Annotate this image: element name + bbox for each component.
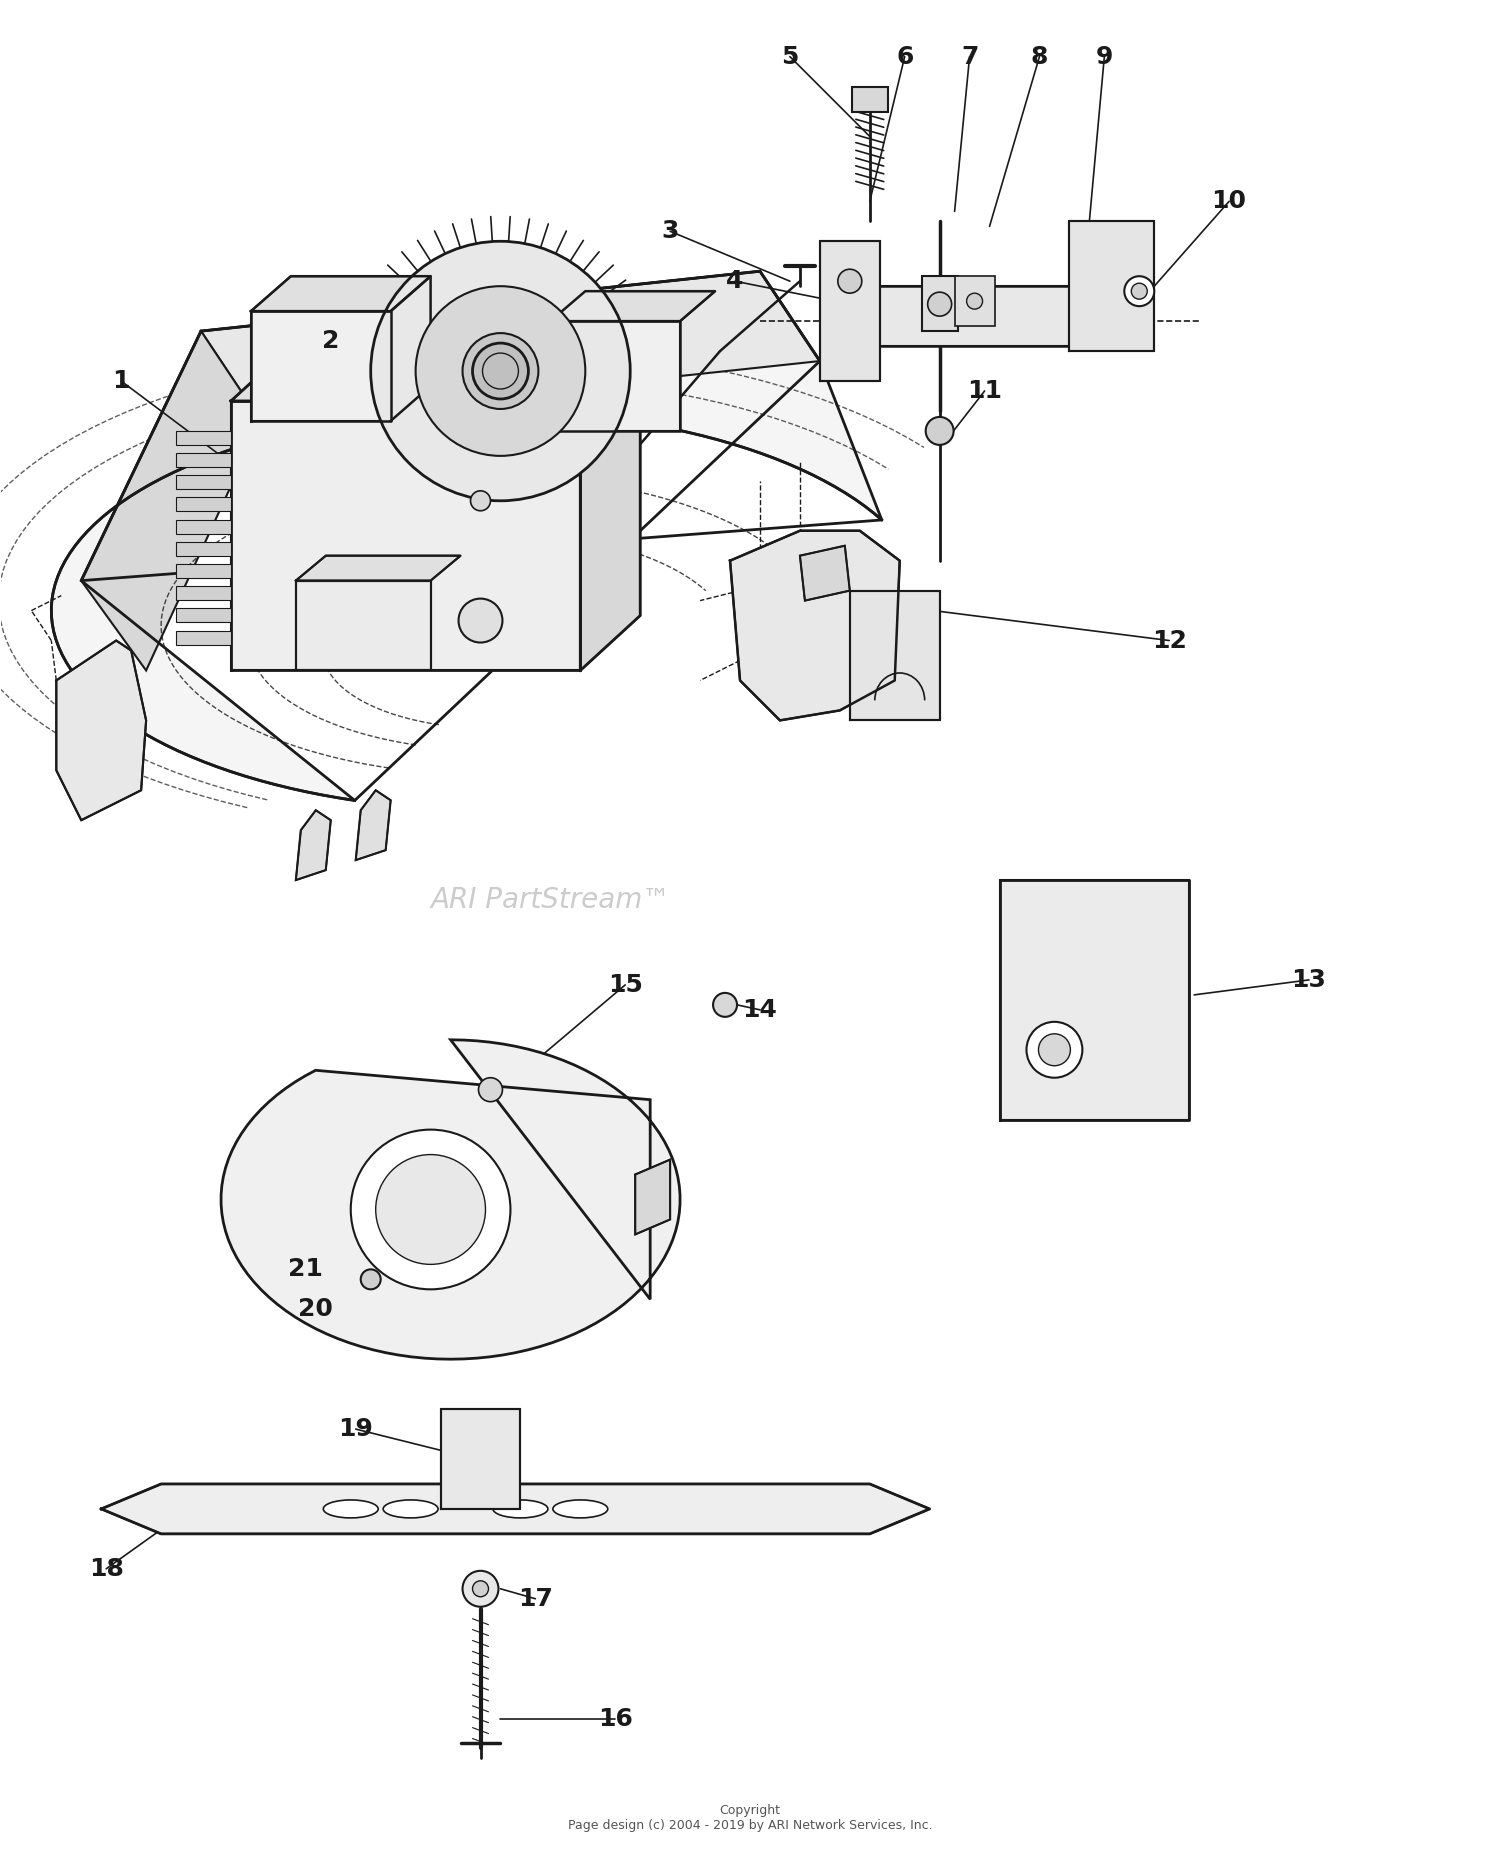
Circle shape bbox=[375, 1155, 486, 1264]
Text: 8: 8 bbox=[1030, 44, 1048, 69]
Text: 15: 15 bbox=[608, 973, 642, 997]
Text: 20: 20 bbox=[298, 1298, 333, 1322]
Polygon shape bbox=[220, 1040, 680, 1359]
Circle shape bbox=[472, 1581, 489, 1596]
Polygon shape bbox=[251, 276, 430, 311]
Ellipse shape bbox=[554, 1500, 608, 1518]
Text: 6: 6 bbox=[896, 44, 914, 69]
Polygon shape bbox=[390, 276, 430, 421]
Polygon shape bbox=[1070, 221, 1155, 350]
Polygon shape bbox=[830, 286, 1100, 347]
Circle shape bbox=[1125, 276, 1155, 306]
Polygon shape bbox=[356, 790, 390, 860]
Polygon shape bbox=[231, 347, 640, 400]
Polygon shape bbox=[296, 556, 460, 580]
Polygon shape bbox=[176, 541, 231, 556]
Text: 2: 2 bbox=[322, 330, 339, 352]
Text: 18: 18 bbox=[88, 1557, 123, 1581]
Text: 1: 1 bbox=[112, 369, 130, 393]
Polygon shape bbox=[176, 452, 231, 467]
Polygon shape bbox=[296, 810, 332, 881]
Circle shape bbox=[927, 293, 951, 317]
Circle shape bbox=[416, 286, 585, 456]
Polygon shape bbox=[800, 545, 850, 601]
Circle shape bbox=[370, 241, 630, 501]
Polygon shape bbox=[176, 608, 231, 623]
Polygon shape bbox=[580, 347, 640, 671]
Polygon shape bbox=[57, 640, 146, 819]
Polygon shape bbox=[999, 881, 1190, 1120]
Polygon shape bbox=[176, 564, 231, 578]
Circle shape bbox=[478, 1077, 502, 1101]
Text: ARI PartStream™: ARI PartStream™ bbox=[430, 886, 670, 914]
Polygon shape bbox=[100, 1483, 930, 1533]
Polygon shape bbox=[730, 530, 900, 721]
Ellipse shape bbox=[494, 1500, 548, 1518]
Circle shape bbox=[472, 343, 528, 399]
Bar bbox=[954, 276, 994, 326]
Ellipse shape bbox=[382, 1500, 438, 1518]
Circle shape bbox=[360, 1270, 381, 1289]
Text: 12: 12 bbox=[1152, 629, 1186, 653]
Text: Copyright
Page design (c) 2004 - 2019 by ARI Network Services, Inc.: Copyright Page design (c) 2004 - 2019 by… bbox=[567, 1804, 933, 1832]
Circle shape bbox=[1026, 1022, 1083, 1077]
Text: 16: 16 bbox=[598, 1706, 633, 1730]
Circle shape bbox=[471, 491, 490, 510]
Polygon shape bbox=[550, 291, 716, 321]
Ellipse shape bbox=[324, 1500, 378, 1518]
Polygon shape bbox=[850, 591, 939, 721]
Circle shape bbox=[839, 269, 862, 293]
Text: 3: 3 bbox=[662, 219, 680, 243]
Polygon shape bbox=[51, 271, 882, 801]
Text: 10: 10 bbox=[1212, 189, 1246, 213]
Polygon shape bbox=[176, 430, 231, 445]
Text: 9: 9 bbox=[1095, 44, 1113, 69]
Circle shape bbox=[926, 417, 954, 445]
Polygon shape bbox=[176, 519, 231, 534]
Polygon shape bbox=[251, 311, 390, 421]
Circle shape bbox=[712, 994, 736, 1016]
Polygon shape bbox=[821, 241, 880, 382]
Polygon shape bbox=[176, 586, 231, 601]
Text: 4: 4 bbox=[726, 269, 744, 293]
Polygon shape bbox=[441, 1409, 520, 1509]
Polygon shape bbox=[634, 1159, 670, 1235]
Circle shape bbox=[459, 599, 503, 643]
Circle shape bbox=[351, 1129, 510, 1289]
Polygon shape bbox=[176, 475, 231, 489]
Circle shape bbox=[462, 334, 538, 410]
Text: 19: 19 bbox=[339, 1416, 374, 1441]
Text: 5: 5 bbox=[782, 44, 798, 69]
Circle shape bbox=[966, 293, 982, 310]
Polygon shape bbox=[231, 400, 580, 671]
Polygon shape bbox=[550, 321, 680, 430]
Text: 11: 11 bbox=[968, 378, 1002, 402]
Polygon shape bbox=[81, 332, 261, 671]
Circle shape bbox=[1131, 284, 1148, 298]
Circle shape bbox=[462, 1570, 498, 1607]
Polygon shape bbox=[176, 497, 231, 512]
Polygon shape bbox=[296, 580, 430, 671]
Text: 21: 21 bbox=[288, 1257, 324, 1281]
Polygon shape bbox=[201, 271, 820, 421]
Polygon shape bbox=[176, 630, 231, 645]
Text: 14: 14 bbox=[742, 997, 777, 1022]
Circle shape bbox=[1038, 1035, 1071, 1066]
Text: 13: 13 bbox=[1292, 968, 1326, 992]
Bar bbox=[852, 87, 888, 111]
Text: 7: 7 bbox=[962, 44, 978, 69]
Text: 17: 17 bbox=[518, 1587, 554, 1611]
Bar bbox=[921, 276, 957, 332]
